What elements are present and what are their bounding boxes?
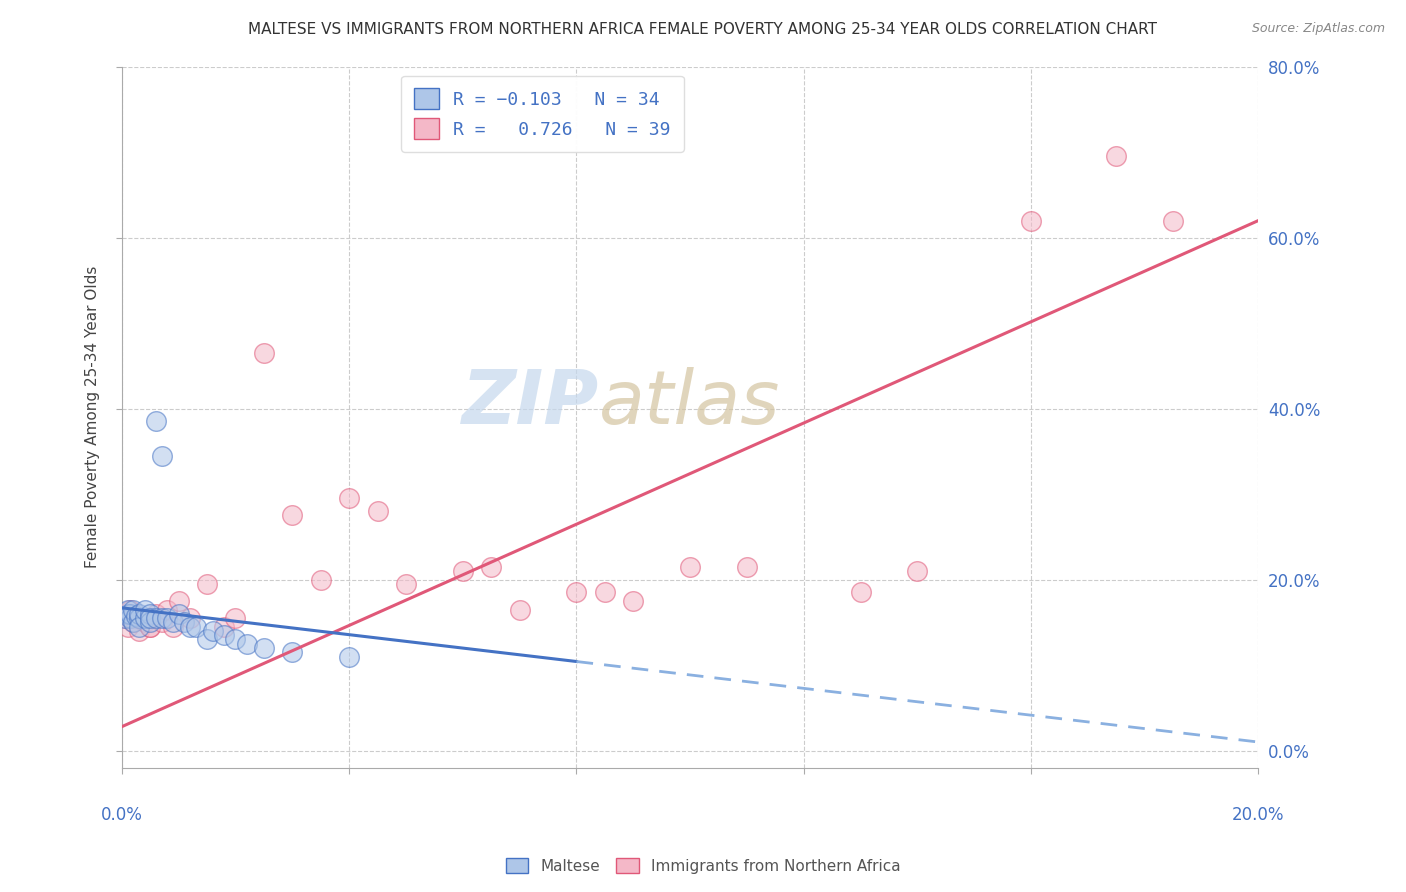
- Point: [593, 585, 616, 599]
- Point: [156, 602, 179, 616]
- Point: [117, 607, 139, 621]
- Legend: Maltese, Immigrants from Northern Africa: Maltese, Immigrants from Northern Africa: [499, 852, 907, 880]
- Point: [120, 611, 142, 625]
- Point: [156, 611, 179, 625]
- Point: [145, 414, 167, 428]
- Point: [134, 611, 156, 625]
- Point: [122, 602, 145, 616]
- Point: [621, 594, 644, 608]
- Point: [139, 619, 162, 633]
- Point: [122, 615, 145, 630]
- Point: [1105, 149, 1128, 163]
- Point: [167, 594, 190, 608]
- Point: [114, 611, 136, 625]
- Text: MALTESE VS IMMIGRANTS FROM NORTHERN AFRICA FEMALE POVERTY AMONG 25-34 YEAR OLDS : MALTESE VS IMMIGRANTS FROM NORTHERN AFRI…: [249, 22, 1157, 37]
- Point: [451, 564, 474, 578]
- Point: [195, 632, 218, 647]
- Point: [309, 573, 332, 587]
- Point: [212, 628, 235, 642]
- Point: [281, 645, 304, 659]
- Text: atlas: atlas: [599, 368, 780, 439]
- Point: [849, 585, 872, 599]
- Point: [907, 564, 929, 578]
- Point: [128, 624, 150, 638]
- Point: [179, 611, 201, 625]
- Point: [201, 624, 224, 638]
- Point: [128, 619, 150, 633]
- Point: [150, 449, 173, 463]
- Point: [134, 615, 156, 630]
- Point: [120, 602, 142, 616]
- Point: [224, 632, 246, 647]
- Point: [117, 602, 139, 616]
- Point: [122, 615, 145, 630]
- Point: [117, 619, 139, 633]
- Text: ZIP: ZIP: [463, 367, 599, 440]
- Point: [509, 602, 531, 616]
- Point: [139, 619, 162, 633]
- Point: [1161, 213, 1184, 227]
- Point: [145, 611, 167, 625]
- Point: [145, 607, 167, 621]
- Text: 0.0%: 0.0%: [101, 806, 143, 824]
- Point: [1019, 213, 1042, 227]
- Point: [337, 649, 360, 664]
- Text: Source: ZipAtlas.com: Source: ZipAtlas.com: [1251, 22, 1385, 36]
- Point: [122, 611, 145, 625]
- Point: [184, 619, 207, 633]
- Point: [195, 577, 218, 591]
- Point: [128, 611, 150, 625]
- Point: [679, 559, 702, 574]
- Point: [114, 611, 136, 625]
- Point: [162, 619, 184, 633]
- Point: [120, 607, 142, 621]
- Point: [367, 504, 389, 518]
- Point: [167, 607, 190, 621]
- Point: [179, 619, 201, 633]
- Point: [173, 615, 195, 630]
- Point: [236, 637, 259, 651]
- Point: [337, 491, 360, 506]
- Point: [395, 577, 418, 591]
- Point: [253, 640, 276, 655]
- Point: [212, 619, 235, 633]
- Point: [565, 585, 588, 599]
- Point: [150, 615, 173, 630]
- Point: [117, 607, 139, 621]
- Y-axis label: Female Poverty Among 25-34 Year Olds: Female Poverty Among 25-34 Year Olds: [86, 266, 100, 568]
- Point: [479, 559, 502, 574]
- Point: [128, 611, 150, 625]
- Point: [139, 611, 162, 625]
- Point: [128, 607, 150, 621]
- Point: [134, 602, 156, 616]
- Point: [224, 611, 246, 625]
- Point: [735, 559, 758, 574]
- Point: [281, 508, 304, 523]
- Point: [162, 615, 184, 630]
- Point: [139, 607, 162, 621]
- Text: 20.0%: 20.0%: [1232, 806, 1285, 824]
- Legend: R = −0.103   N = 34, R =   0.726   N = 39: R = −0.103 N = 34, R = 0.726 N = 39: [401, 76, 683, 152]
- Point: [150, 611, 173, 625]
- Point: [139, 615, 162, 630]
- Point: [125, 608, 148, 623]
- Point: [253, 346, 276, 360]
